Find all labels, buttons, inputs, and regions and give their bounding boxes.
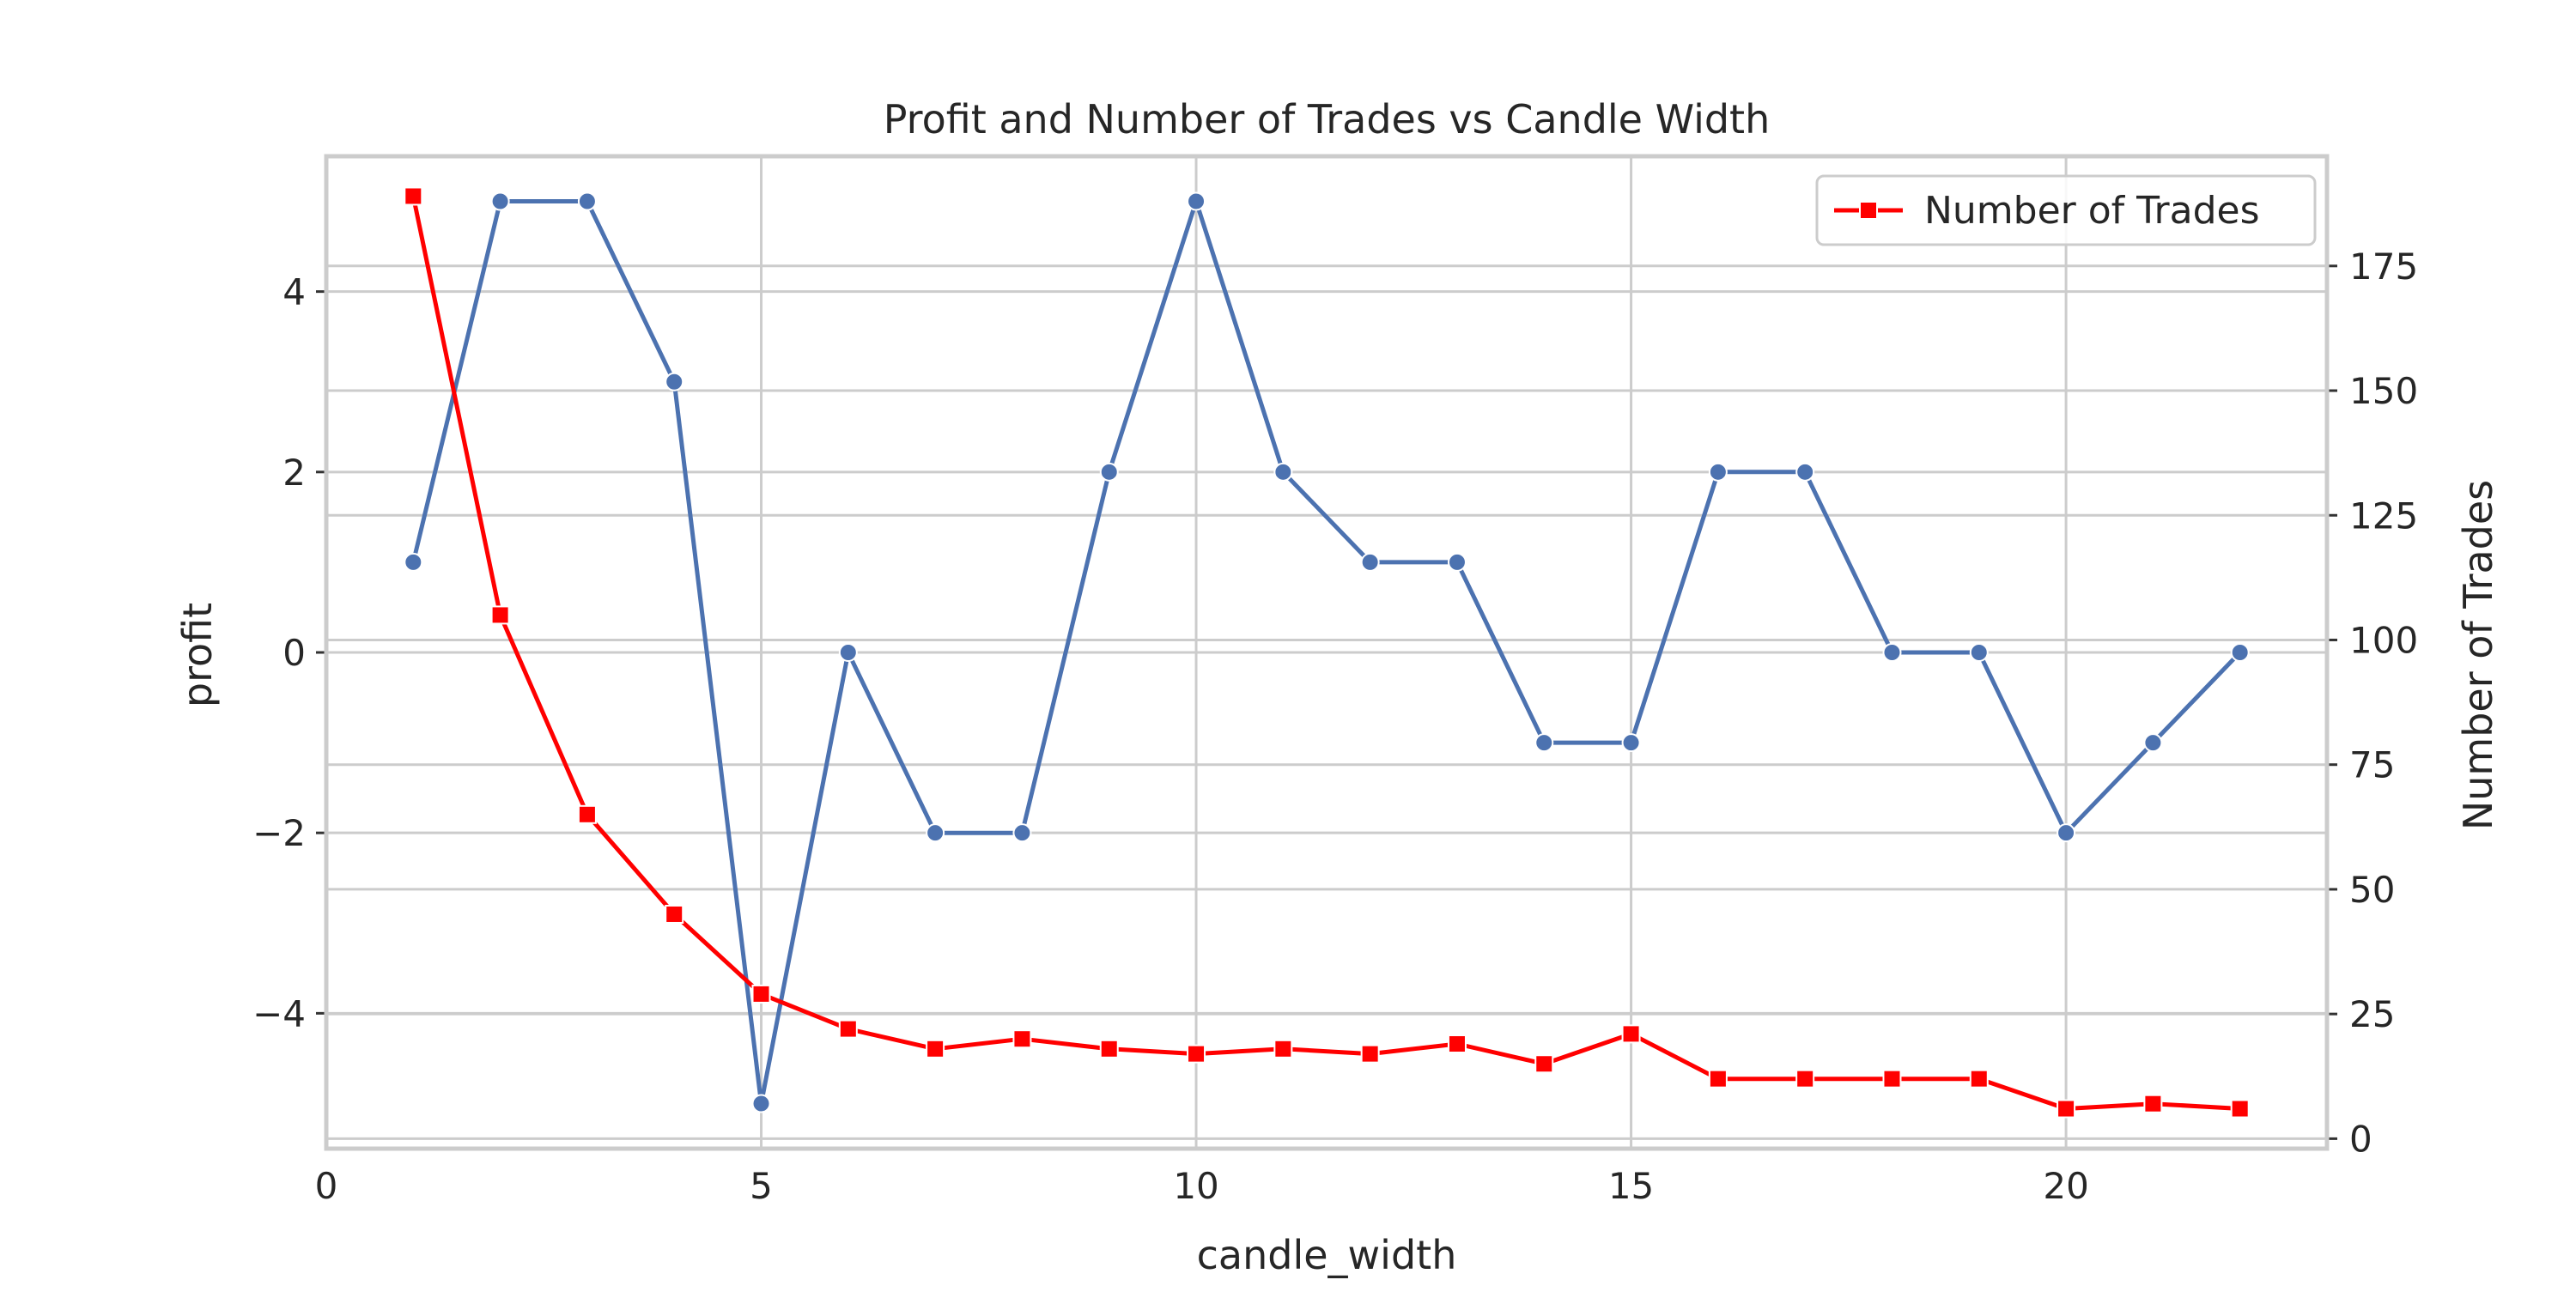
trades-point [751,984,771,1004]
plot-frame [324,154,2330,1151]
trades-point [1708,1069,1728,1089]
profit-point [2230,643,2250,662]
profit-point [1447,552,1467,572]
profit-point [1012,823,1032,843]
profit-point [838,643,858,662]
trades-point [1621,1024,1641,1044]
trades-point [1795,1069,1815,1089]
x-tick-label: 20 [2043,1165,2088,1207]
profit-point [1534,733,1554,753]
profit-point [1273,462,1293,482]
grid-lines [325,156,2327,1149]
y-right-tick-label: 0 [2349,1118,2372,1160]
y-right-tick-label: 50 [2349,869,2395,911]
x-tick-label: 10 [1173,1165,1218,1207]
y-right-tick-label: 100 [2349,619,2418,661]
x-tick-label: 0 [315,1165,338,1207]
profit-point [1621,733,1641,753]
trades-point [2143,1094,2163,1113]
profit-point [1708,462,1728,482]
trades-point [926,1039,945,1058]
trades-point [2057,1099,2076,1119]
y-right-tick-label: 175 [2349,246,2418,288]
trades-point [1969,1069,1989,1089]
x-axis-label: candle_width [1197,1232,1457,1278]
y-right-tick-label: 25 [2349,993,2395,1035]
profit-point [1360,552,1380,572]
axes: 0 5 10 15 20 −4 −2 0 2 4 0 25 50 75 100 125 150 175 [252,154,2418,1207]
profit-point [404,552,423,572]
y-right-tick-label: 125 [2349,494,2418,537]
profit-point [1795,462,1815,482]
y-left-tick-label: 0 [283,632,306,674]
trades-point [404,186,423,206]
chart-title: Profit and Number of Trades vs Candle Wi… [884,96,1770,143]
profit-point [1969,643,1989,662]
y-left-tick-label: 4 [283,271,306,313]
trades-point [1187,1044,1206,1064]
profit-point [490,191,510,211]
profit-point [1099,462,1119,482]
y-left-tick-label: 2 [283,452,306,494]
y-axis-left-label: profit [174,603,221,707]
legend-box [1815,174,2317,246]
y-left-tick-label: −4 [252,992,306,1034]
profit-series-line [410,199,2242,1106]
profit-point [926,823,945,843]
profit-point [2143,733,2163,753]
trades-series-line [410,195,2240,1111]
profit-point [2057,823,2076,843]
x-tick-label: 15 [1608,1165,1654,1207]
x-tick-label: 5 [750,1165,773,1207]
y-axis-right-label: Number of Trades [2455,480,2501,830]
profit-point [1882,643,1902,662]
trades-point [1099,1039,1119,1058]
profit-point [1187,191,1206,211]
trades-point [1012,1029,1032,1049]
trades-point [577,804,597,824]
trades-point [490,605,510,625]
legend: Number of Trades [1815,174,2317,246]
trades-point [1447,1034,1467,1054]
legend-label: Number of Trades [1924,189,2260,233]
series-layer [404,186,2250,1119]
trades-point [665,904,684,924]
profit-point [577,191,597,211]
trades-point [1273,1039,1293,1058]
trades-point [2230,1099,2250,1119]
y-right-tick-label: 150 [2349,370,2418,412]
profit-point [665,372,684,391]
legend-swatch-marker [1859,201,1878,220]
trades-point [1360,1044,1380,1064]
trades-point [838,1019,858,1039]
y-left-tick-label: −2 [252,812,306,854]
y-right-tick-label: 75 [2349,744,2395,786]
trades-point [1534,1054,1554,1074]
trades-point [1882,1069,1902,1089]
profit-point [751,1094,771,1113]
